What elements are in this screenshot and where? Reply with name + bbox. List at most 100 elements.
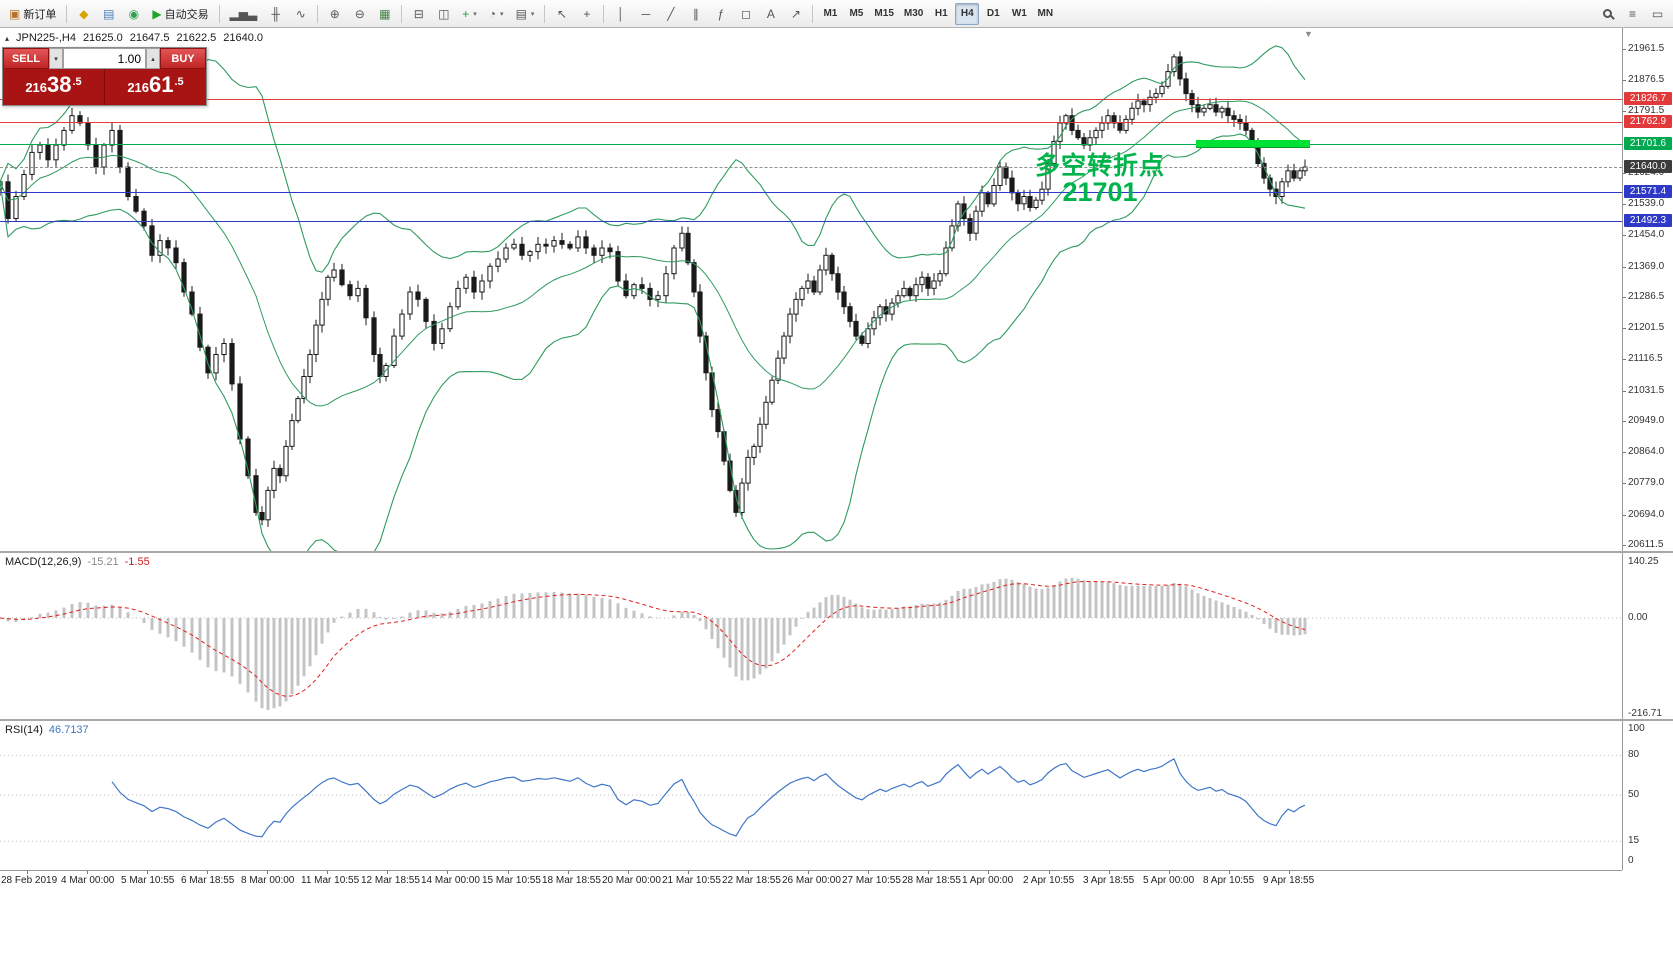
bar-chart-icon: ▂▅▃ <box>229 6 258 21</box>
grid-button[interactable]: ▦ <box>373 3 396 25</box>
time-tick-mark <box>688 871 689 874</box>
refresh-button[interactable]: ◉ <box>122 3 145 25</box>
price-axis-tick: 20779.0 <box>1628 477 1665 488</box>
navigator-button[interactable]: ▤ <box>97 3 120 25</box>
fibonacci-button[interactable]: ƒ <box>709 3 732 25</box>
templates-icon: ▤ <box>515 6 527 21</box>
vertical-line-button[interactable]: │ <box>609 3 632 25</box>
time-axis-label: 5 Mar 10:55 <box>121 875 175 886</box>
rsi-indicator-canvas[interactable] <box>0 721 1622 869</box>
time-tick-mark <box>147 871 148 874</box>
toolbar-separator <box>218 4 220 23</box>
time-tick-mark <box>1229 871 1230 874</box>
periods-button[interactable]: ◔ ▾ <box>484 3 509 25</box>
candlestick-mode-button[interactable]: ╫ <box>264 3 287 25</box>
price-level-line[interactable] <box>0 99 1622 100</box>
time-tick-mark <box>267 871 268 874</box>
price-level-line[interactable] <box>0 221 1622 222</box>
search-button[interactable] <box>1596 3 1619 25</box>
pane-separator[interactable] <box>0 719 1673 721</box>
sell-price[interactable]: 216 38.5 <box>3 69 104 105</box>
time-axis-label: 12 Mar 18:55 <box>361 875 420 886</box>
auto-trading-button[interactable]: ▶ 自动交易 <box>147 3 213 25</box>
tf-w1-button[interactable]: W1 <box>1007 3 1031 25</box>
time-tick-mark <box>1289 871 1290 874</box>
channel-button[interactable]: ∥ <box>684 3 707 25</box>
buy-button[interactable]: BUY <box>160 48 206 69</box>
tf-m30-button[interactable]: M30 <box>900 3 927 25</box>
price-level-line[interactable] <box>0 167 1622 168</box>
price-axis-tick: 21454.0 <box>1628 229 1665 240</box>
indicators-button[interactable]: + ▾ <box>457 3 482 25</box>
price-level-line[interactable] <box>0 122 1622 123</box>
arrange-windows-button[interactable]: ⊟ <box>407 3 430 25</box>
tick-mark <box>1623 49 1626 50</box>
time-axis-label: 6 Mar 18:55 <box>181 875 235 886</box>
buy-price[interactable]: 216 61.5 <box>105 69 206 105</box>
time-axis-label: 28 Feb 2019 <box>1 875 58 886</box>
cursor-button[interactable]: ↖ <box>550 3 573 25</box>
zoom-in-button[interactable]: ⊕ <box>323 3 346 25</box>
price-chart-canvas[interactable] <box>0 28 1622 551</box>
tf-d1-button[interactable]: D1 <box>981 3 1005 25</box>
time-axis-label: 3 Apr 18:55 <box>1083 875 1135 886</box>
time-tick-mark <box>1109 871 1110 874</box>
turning-point-price-annotation[interactable]: 21701 <box>1062 177 1138 207</box>
sell-price-big: 38 <box>47 72 72 97</box>
macd-indicator-canvas[interactable] <box>0 553 1622 719</box>
dropdown-arrow-icon: ▾ <box>530 10 535 18</box>
toolbar-separator <box>603 4 605 23</box>
sell-button[interactable]: SELL <box>3 48 49 69</box>
tf-m1-button-label: M1 <box>823 8 838 19</box>
trendline-button[interactable]: ╱ <box>659 3 682 25</box>
line-chart-mode-button[interactable]: ∿ <box>289 3 312 25</box>
pane-separator[interactable] <box>0 551 1673 553</box>
dropdown-arrow-icon: ▾ <box>473 10 477 18</box>
crosshair-button[interactable]: + <box>575 3 598 25</box>
volume-increase-button[interactable]: ▴ <box>146 48 160 69</box>
text-label-button[interactable]: A <box>759 3 782 25</box>
metaeditor-button[interactable]: ◆ <box>72 3 95 25</box>
search-icon <box>1603 9 1612 18</box>
tf-m15-button[interactable]: M15 <box>870 3 897 25</box>
bar-chart-mode-button[interactable]: ▂▅▃ <box>225 3 263 25</box>
tf-m30-button-label: M30 <box>903 8 924 19</box>
price-level-line[interactable] <box>0 192 1622 193</box>
volume-decrease-button[interactable]: ▾ <box>49 48 63 69</box>
tf-d1-button-label: D1 <box>986 8 1000 19</box>
menu-button[interactable]: ≡ <box>1621 3 1644 25</box>
shapes-button[interactable]: ◻ <box>734 3 757 25</box>
volume-input[interactable] <box>63 48 146 69</box>
price-axis-tick: 20864.0 <box>1628 446 1665 457</box>
trade-panel-prices: 216 38.5 216 61.5 <box>3 69 206 105</box>
tf-m1-button[interactable]: M1 <box>818 3 842 25</box>
new-order-button[interactable]: ▣ 新订单 <box>4 3 61 25</box>
time-axis-label: 1 Apr 00:00 <box>962 875 1014 886</box>
time-tick-mark <box>748 871 749 874</box>
buy-price-frac: .5 <box>174 76 184 88</box>
horizontal-line-button[interactable]: ─ <box>634 3 657 25</box>
price-axis[interactable]: 21961.521876.521791.521624.021539.021454… <box>1622 28 1673 870</box>
turning-point-highlight-bar[interactable] <box>1196 140 1310 148</box>
time-tick-mark <box>447 871 448 874</box>
price-level-line[interactable] <box>0 144 1622 145</box>
arrows-button[interactable]: ↗ <box>784 3 807 25</box>
vertical-line-icon: │ <box>617 6 625 21</box>
turning-point-annotation[interactable]: 多空转折点 <box>1034 152 1165 180</box>
price-axis-tick: 21286.5 <box>1628 291 1665 302</box>
tf-w1-button-label: W1 <box>1011 8 1027 19</box>
price-axis-tick: 20694.0 <box>1628 509 1665 520</box>
time-axis[interactable]: 28 Feb 2019 4 Mar 00:00 5 Mar 10:55 6 Mar 1… <box>0 870 1622 890</box>
zoom-out-button[interactable]: ⊖ <box>348 3 371 25</box>
tick-mark <box>1623 173 1626 174</box>
tf-h1-button[interactable]: H1 <box>929 3 953 25</box>
tile-windows-button[interactable]: ◫ <box>432 3 455 25</box>
tf-m5-button[interactable]: M5 <box>844 3 868 25</box>
window-button[interactable]: ▭ <box>1646 3 1669 25</box>
price-axis-tick: 21116.5 <box>1628 353 1663 364</box>
tf-mn-button[interactable]: MN <box>1033 3 1057 25</box>
price-level-tag: 21492.3 <box>1624 214 1672 227</box>
tf-h4-button[interactable]: H4 <box>955 2 980 25</box>
templates-button[interactable]: ▤ ▾ <box>511 3 540 25</box>
tick-mark <box>1623 80 1626 81</box>
